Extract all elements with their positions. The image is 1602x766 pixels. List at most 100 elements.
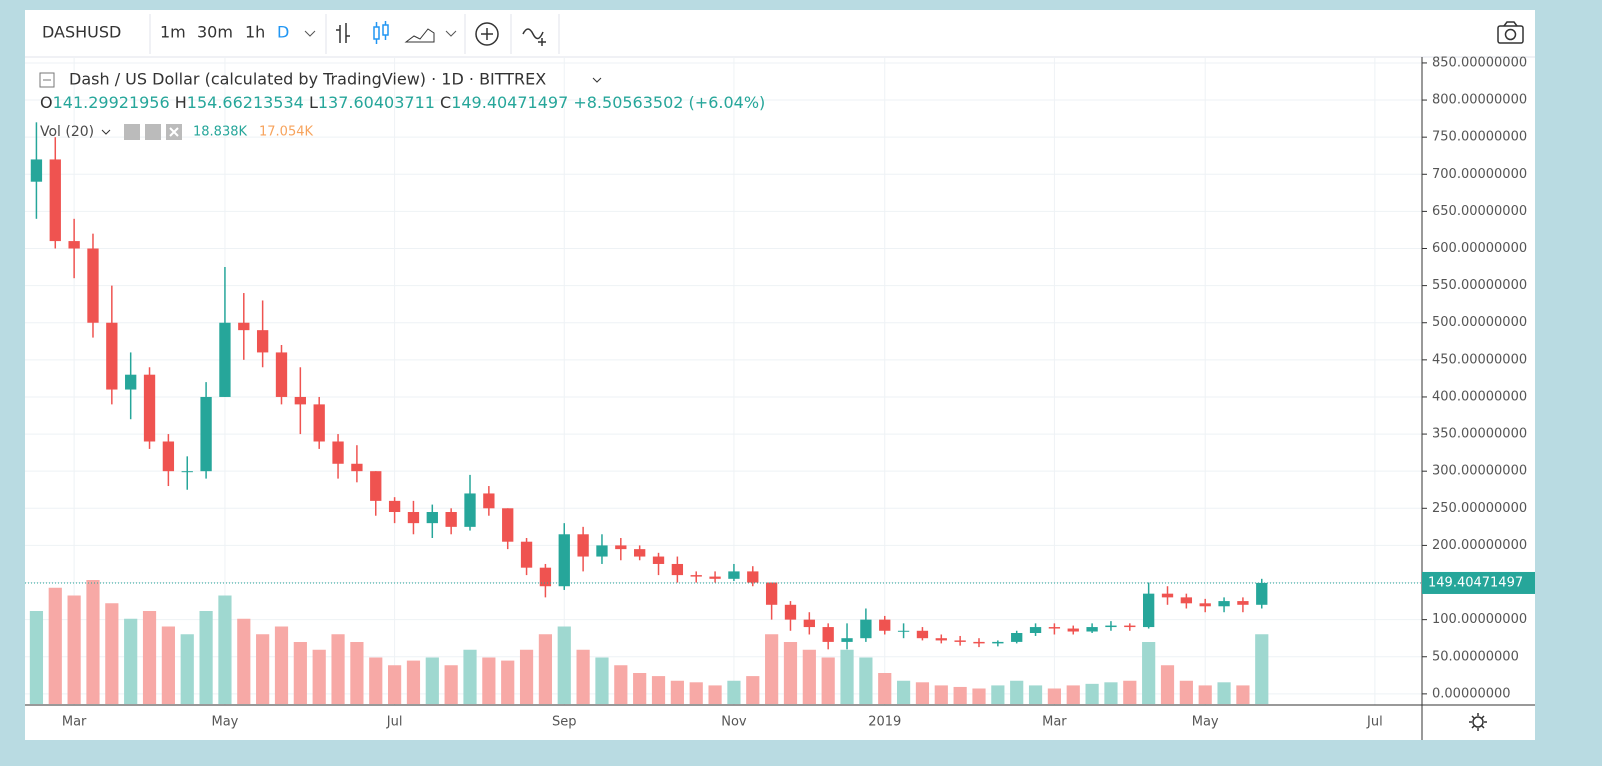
collapse-icon[interactable] — [39, 72, 55, 88]
volume-bar — [180, 634, 194, 704]
volume-bar — [689, 682, 703, 704]
y-tick-label: 0.00000000 — [1432, 686, 1511, 701]
volume-bar — [878, 673, 892, 704]
candle-body — [68, 241, 80, 249]
chevron[interactable] — [592, 77, 602, 83]
bars-icon[interactable] — [336, 23, 350, 43]
chevron[interactable] — [304, 30, 316, 37]
interval[interactable]: 1h — [245, 23, 265, 42]
candle-body — [1048, 627, 1061, 629]
candle-body — [558, 534, 570, 587]
candle-body — [370, 471, 382, 501]
candle-body — [841, 638, 853, 642]
y-tick-label: 300.00000000 — [1432, 464, 1527, 479]
volume-bar — [859, 657, 873, 704]
volume-bar — [727, 680, 741, 704]
candle-body — [445, 512, 457, 527]
volume-bar — [105, 603, 119, 704]
add-icon[interactable] — [475, 22, 499, 46]
x-tick-label: Jul — [1366, 715, 1383, 730]
ohlc-value: 149.40471497 — [451, 93, 568, 112]
volume-bar — [218, 595, 232, 704]
volume-bar — [274, 626, 289, 704]
y-tick-label: 850.00000000 — [1432, 55, 1527, 70]
volume-bars — [29, 580, 1269, 704]
candles-icon[interactable] — [373, 21, 389, 44]
candle-body — [596, 545, 608, 557]
settings-gear[interactable] — [1469, 713, 1487, 731]
volume-bar — [1123, 680, 1137, 704]
candle-body — [162, 441, 175, 472]
candle-body — [822, 627, 834, 642]
ohlc-label: L — [309, 93, 318, 112]
candle-body — [652, 556, 665, 564]
candle-body — [483, 493, 495, 509]
x-tick-label: Mar — [1042, 715, 1067, 730]
remove-icon-x — [169, 127, 179, 137]
candle-body — [294, 396, 306, 405]
interval[interactable]: 30m — [197, 23, 233, 42]
candle-body — [1011, 633, 1023, 642]
volume-bar — [708, 685, 722, 704]
symbol[interactable]: DASHUSD — [42, 23, 121, 42]
volume-bar — [783, 642, 798, 704]
y-tick-label: 450.00000000 — [1432, 352, 1527, 367]
volume-bar — [1217, 682, 1231, 704]
volume-bar — [67, 595, 81, 704]
camera-icon[interactable] — [1497, 21, 1524, 44]
candle-body — [1161, 593, 1174, 598]
volume-bar — [1179, 680, 1193, 704]
volume-bar — [48, 587, 62, 704]
area-icon[interactable] — [404, 28, 435, 43]
ohlc-label: C — [440, 93, 451, 112]
volume-bar — [444, 665, 458, 704]
volume-bar — [369, 657, 383, 704]
candle-body — [973, 641, 985, 644]
x-tick-label: Nov — [721, 715, 747, 730]
candle-body — [1256, 582, 1268, 605]
y-tick-label: 50.00000000 — [1432, 649, 1519, 664]
settings-icon[interactable] — [145, 124, 161, 140]
volume-bar — [482, 657, 496, 704]
candle-body — [690, 575, 702, 577]
interval-active[interactable]: D — [277, 23, 289, 42]
candle-body — [615, 545, 627, 550]
chevron[interactable] — [445, 30, 457, 37]
candle-body — [803, 619, 815, 628]
volume-bar — [538, 634, 553, 704]
ohlc-label: O — [40, 93, 53, 112]
volume-bar — [1010, 680, 1024, 704]
volume-bar — [1236, 685, 1250, 704]
candle-body — [747, 571, 759, 583]
candle-body — [181, 471, 193, 473]
volume-bar — [86, 580, 100, 704]
y-tick-label: 200.00000000 — [1432, 538, 1527, 553]
candle-body — [426, 512, 438, 524]
candle-body — [125, 374, 137, 390]
volume-bar — [161, 626, 175, 704]
candle-body — [1105, 625, 1117, 628]
candle-body — [275, 352, 288, 397]
candle-body — [709, 576, 721, 579]
volume-bar — [1142, 642, 1156, 704]
y-tick-label: 550.00000000 — [1432, 278, 1527, 293]
indicators-icon[interactable] — [522, 28, 546, 46]
ohlc-label: H — [175, 93, 187, 112]
volume-bar — [972, 688, 986, 704]
volume-bar — [1198, 685, 1212, 704]
volume-bar — [199, 611, 213, 704]
y-tick-label: 350.00000000 — [1432, 427, 1527, 442]
candle-body — [1237, 601, 1249, 605]
candle-body — [1029, 627, 1042, 633]
chevron[interactable] — [101, 129, 111, 135]
volume-bar — [633, 673, 647, 704]
eye-icon[interactable] — [124, 124, 140, 140]
volume-bar — [915, 682, 930, 704]
y-tick-label: 650.00000000 — [1432, 204, 1527, 219]
volume-bar — [840, 649, 854, 704]
candle-body — [1067, 628, 1079, 632]
interval[interactable]: 1m — [160, 23, 186, 42]
volume-bar — [991, 685, 1005, 704]
volume-bar — [896, 680, 911, 704]
